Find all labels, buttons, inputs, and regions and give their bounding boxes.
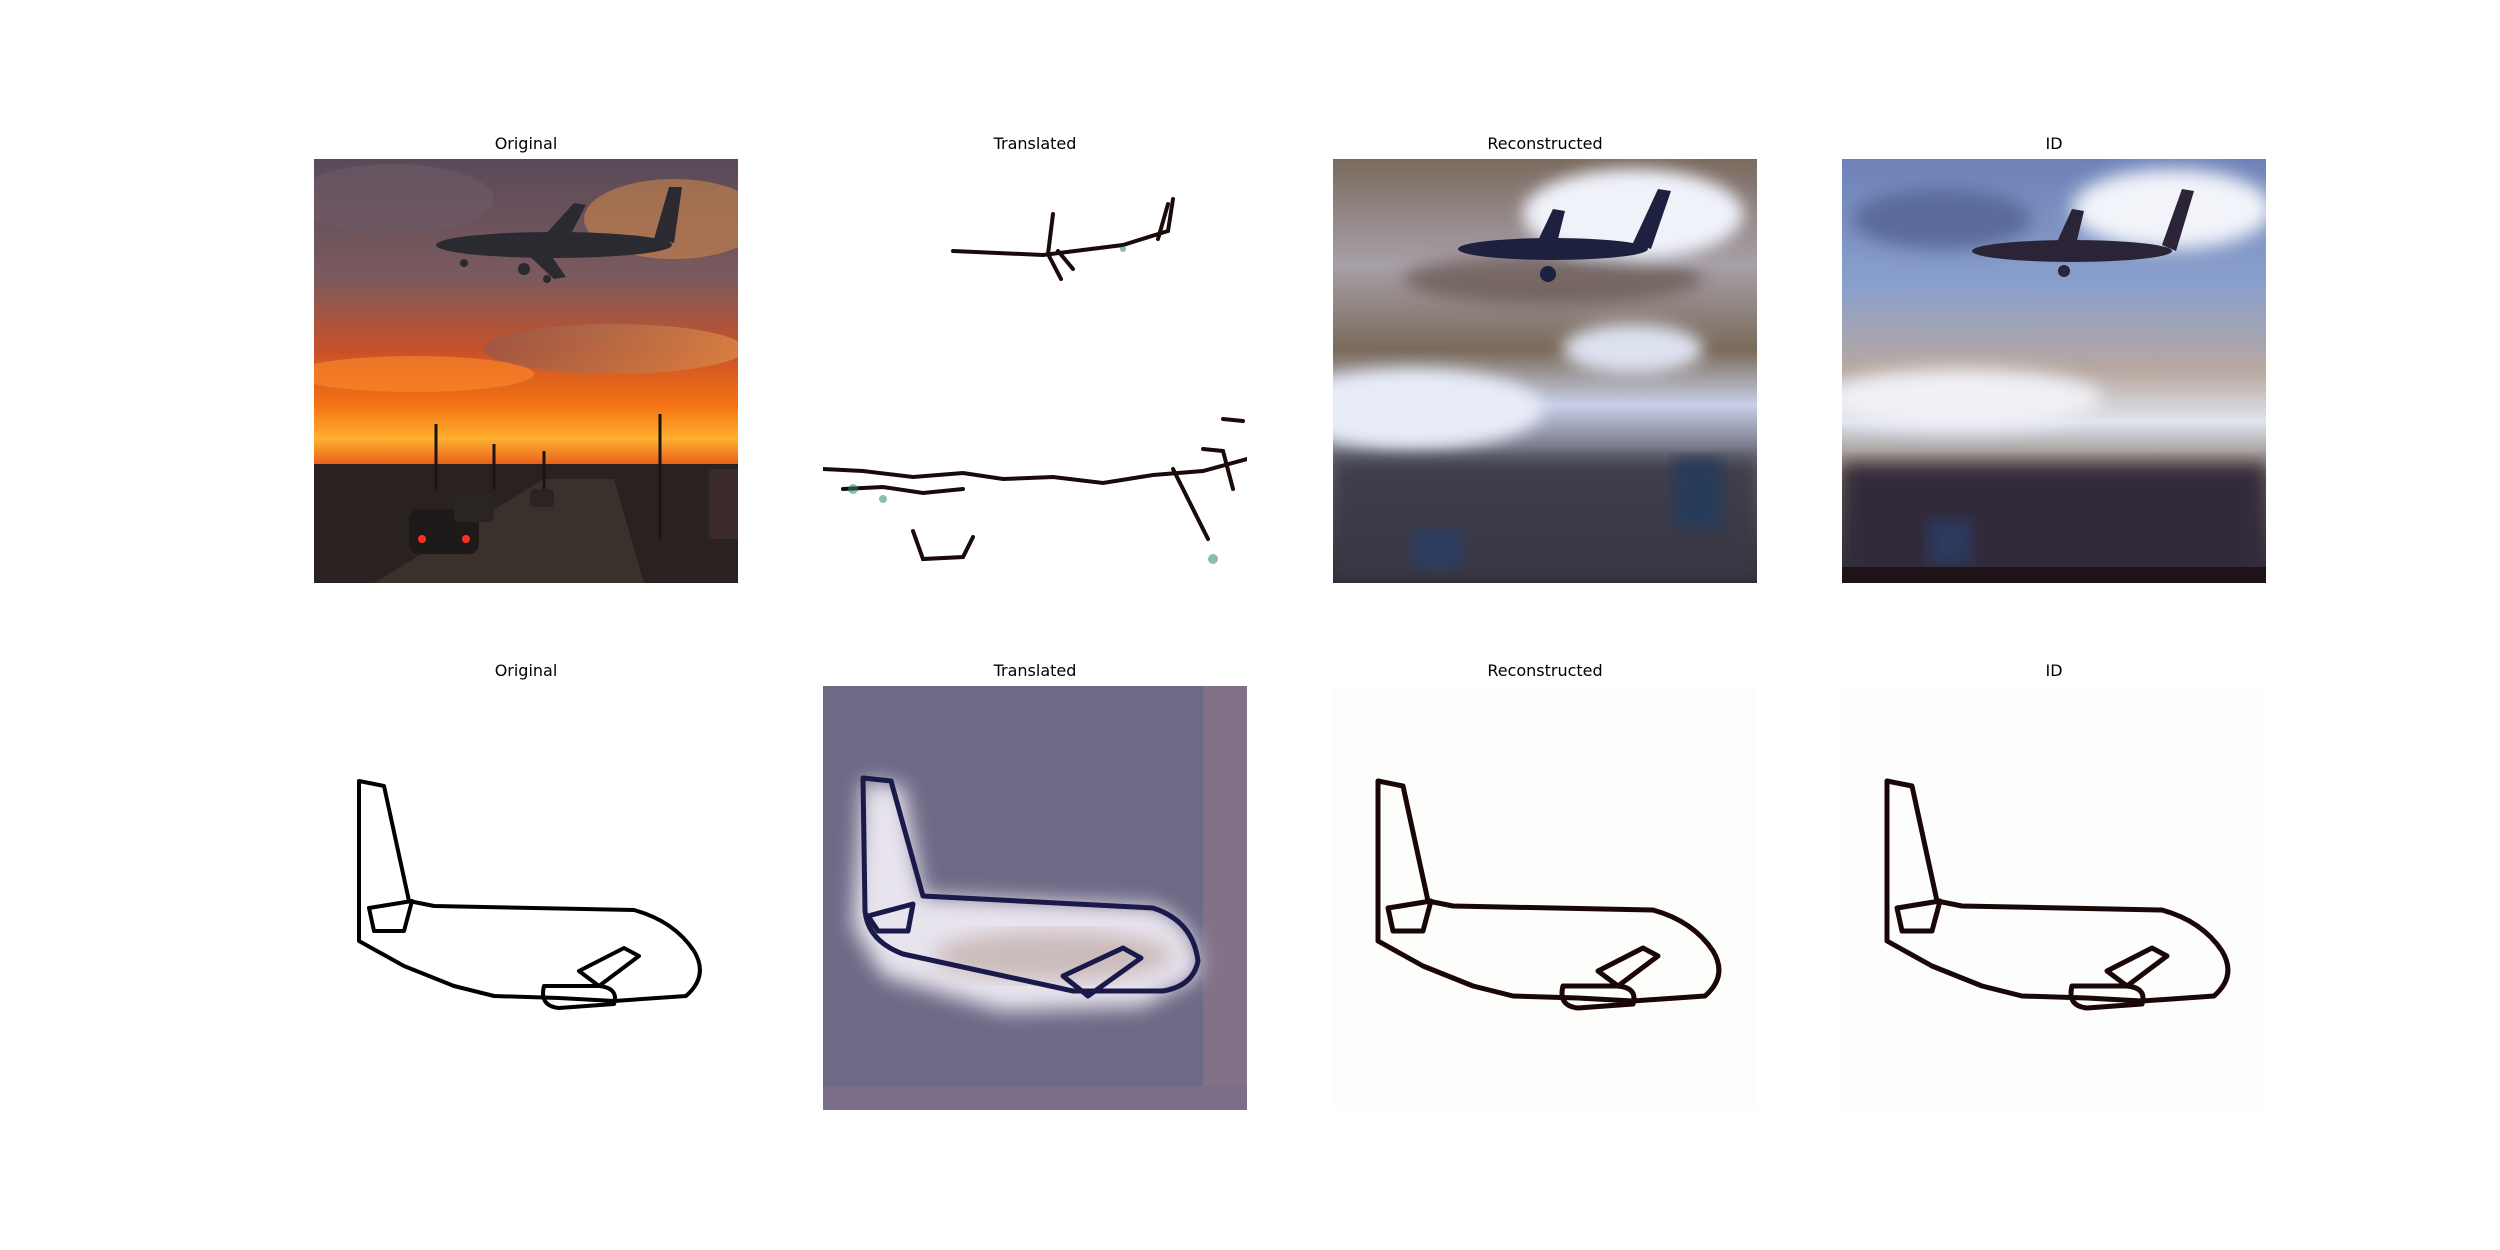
sunset-airplane-image — [314, 159, 738, 583]
id-photo-image — [1842, 159, 2266, 583]
panel-title: Translated — [823, 134, 1247, 154]
id-line-drawing — [1842, 686, 2266, 1110]
panel-title: Original — [314, 134, 738, 154]
panel-title: ID — [1842, 661, 2266, 681]
panel-title: Reconstructed — [1333, 661, 1757, 681]
panel-title: ID — [1842, 134, 2266, 154]
purple-rendering-image — [823, 686, 1247, 1110]
reconstructed-line-drawing — [1333, 686, 1757, 1110]
airplane-line-drawing — [314, 686, 738, 1110]
panel-title: Translated — [823, 661, 1247, 681]
ink-sketch-image — [823, 159, 1247, 583]
panel-title: Reconstructed — [1333, 134, 1757, 154]
reconstructed-photo-image — [1333, 159, 1757, 583]
panel-title: Original — [314, 661, 738, 681]
